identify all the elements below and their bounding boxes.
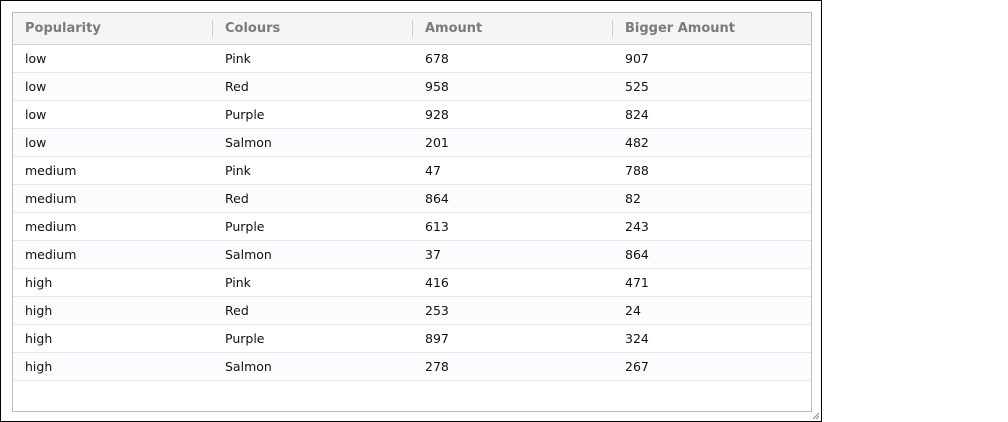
column-header-label: Colours bbox=[225, 21, 281, 36]
cell-colours[interactable]: Purple bbox=[225, 107, 265, 122]
cell-colours[interactable]: Salmon bbox=[225, 247, 272, 262]
table-row[interactable]: medium Purple 613 243 bbox=[13, 213, 811, 241]
cell-colours[interactable]: Pink bbox=[225, 275, 251, 290]
cell-popularity[interactable]: medium bbox=[25, 219, 77, 234]
resize-grip-icon[interactable] bbox=[811, 411, 820, 420]
cell-popularity[interactable]: high bbox=[25, 303, 53, 318]
column-header-amount[interactable]: Amount bbox=[413, 13, 613, 44]
cell-amount[interactable]: 278 bbox=[425, 359, 449, 374]
grid-header: Popularity Colours Amount Bigger Amount bbox=[13, 13, 811, 45]
grid-body: low Pink 678 907 low Red 958 525 low Pur… bbox=[13, 45, 811, 381]
cell-amount[interactable]: 864 bbox=[425, 191, 449, 206]
table-row[interactable]: low Salmon 201 482 bbox=[13, 129, 811, 157]
cell-colours[interactable]: Salmon bbox=[225, 359, 272, 374]
cell-popularity[interactable]: medium bbox=[25, 163, 77, 178]
cell-bigger-amount[interactable]: 324 bbox=[625, 331, 649, 346]
data-grid: Popularity Colours Amount Bigger Amount … bbox=[12, 12, 812, 412]
cell-colours[interactable]: Salmon bbox=[225, 135, 272, 150]
table-row[interactable]: low Red 958 525 bbox=[13, 73, 811, 101]
cell-amount[interactable]: 253 bbox=[425, 303, 449, 318]
cell-bigger-amount[interactable]: 907 bbox=[625, 51, 649, 66]
cell-colours[interactable]: Red bbox=[225, 79, 249, 94]
cell-bigger-amount[interactable]: 243 bbox=[625, 219, 649, 234]
cell-bigger-amount[interactable]: 525 bbox=[625, 79, 649, 94]
cell-bigger-amount[interactable]: 864 bbox=[625, 247, 649, 262]
cell-amount[interactable]: 613 bbox=[425, 219, 449, 234]
table-row[interactable]: high Salmon 278 267 bbox=[13, 353, 811, 381]
cell-popularity[interactable]: high bbox=[25, 275, 53, 290]
cell-colours[interactable]: Red bbox=[225, 191, 249, 206]
cell-amount[interactable]: 416 bbox=[425, 275, 449, 290]
column-header-label: Bigger Amount bbox=[625, 21, 735, 36]
column-header-bigger-amount[interactable]: Bigger Amount bbox=[613, 13, 811, 44]
cell-popularity[interactable]: medium bbox=[25, 191, 77, 206]
table-row[interactable]: low Purple 928 824 bbox=[13, 101, 811, 129]
cell-amount[interactable]: 47 bbox=[425, 163, 441, 178]
table-row[interactable]: high Purple 897 324 bbox=[13, 325, 811, 353]
table-row[interactable]: high Red 253 24 bbox=[13, 297, 811, 325]
cell-colours[interactable]: Purple bbox=[225, 219, 265, 234]
column-header-popularity[interactable]: Popularity bbox=[13, 13, 213, 44]
cell-popularity[interactable]: high bbox=[25, 331, 53, 346]
column-header-colours[interactable]: Colours bbox=[213, 13, 413, 44]
column-resize-divider[interactable] bbox=[612, 20, 613, 37]
cell-amount[interactable]: 897 bbox=[425, 331, 449, 346]
table-row[interactable]: medium Red 864 82 bbox=[13, 185, 811, 213]
cell-popularity[interactable]: low bbox=[25, 79, 47, 94]
cell-amount[interactable]: 678 bbox=[425, 51, 449, 66]
cell-amount[interactable]: 958 bbox=[425, 79, 449, 94]
column-header-label: Popularity bbox=[25, 21, 101, 36]
cell-bigger-amount[interactable]: 471 bbox=[625, 275, 649, 290]
widget-frame: Popularity Colours Amount Bigger Amount … bbox=[0, 0, 822, 422]
cell-colours[interactable]: Red bbox=[225, 303, 249, 318]
column-resize-divider[interactable] bbox=[412, 20, 413, 37]
table-row[interactable]: medium Pink 47 788 bbox=[13, 157, 811, 185]
cell-amount[interactable]: 201 bbox=[425, 135, 449, 150]
cell-bigger-amount[interactable]: 482 bbox=[625, 135, 649, 150]
column-resize-divider[interactable] bbox=[212, 20, 213, 37]
cell-bigger-amount[interactable]: 82 bbox=[625, 191, 641, 206]
cell-popularity[interactable]: high bbox=[25, 359, 53, 374]
table-row[interactable]: medium Salmon 37 864 bbox=[13, 241, 811, 269]
cell-colours[interactable]: Pink bbox=[225, 163, 251, 178]
cell-amount[interactable]: 37 bbox=[425, 247, 441, 262]
table-row[interactable]: low Pink 678 907 bbox=[13, 45, 811, 73]
cell-popularity[interactable]: low bbox=[25, 135, 47, 150]
cell-popularity[interactable]: medium bbox=[25, 247, 77, 262]
cell-popularity[interactable]: low bbox=[25, 51, 47, 66]
cell-bigger-amount[interactable]: 24 bbox=[625, 303, 641, 318]
column-header-label: Amount bbox=[425, 21, 483, 36]
cell-popularity[interactable]: low bbox=[25, 107, 47, 122]
table-row[interactable]: high Pink 416 471 bbox=[13, 269, 811, 297]
cell-bigger-amount[interactable]: 267 bbox=[625, 359, 649, 374]
cell-amount[interactable]: 928 bbox=[425, 107, 449, 122]
cell-colours[interactable]: Purple bbox=[225, 331, 265, 346]
cell-bigger-amount[interactable]: 824 bbox=[625, 107, 649, 122]
cell-colours[interactable]: Pink bbox=[225, 51, 251, 66]
cell-bigger-amount[interactable]: 788 bbox=[625, 163, 649, 178]
